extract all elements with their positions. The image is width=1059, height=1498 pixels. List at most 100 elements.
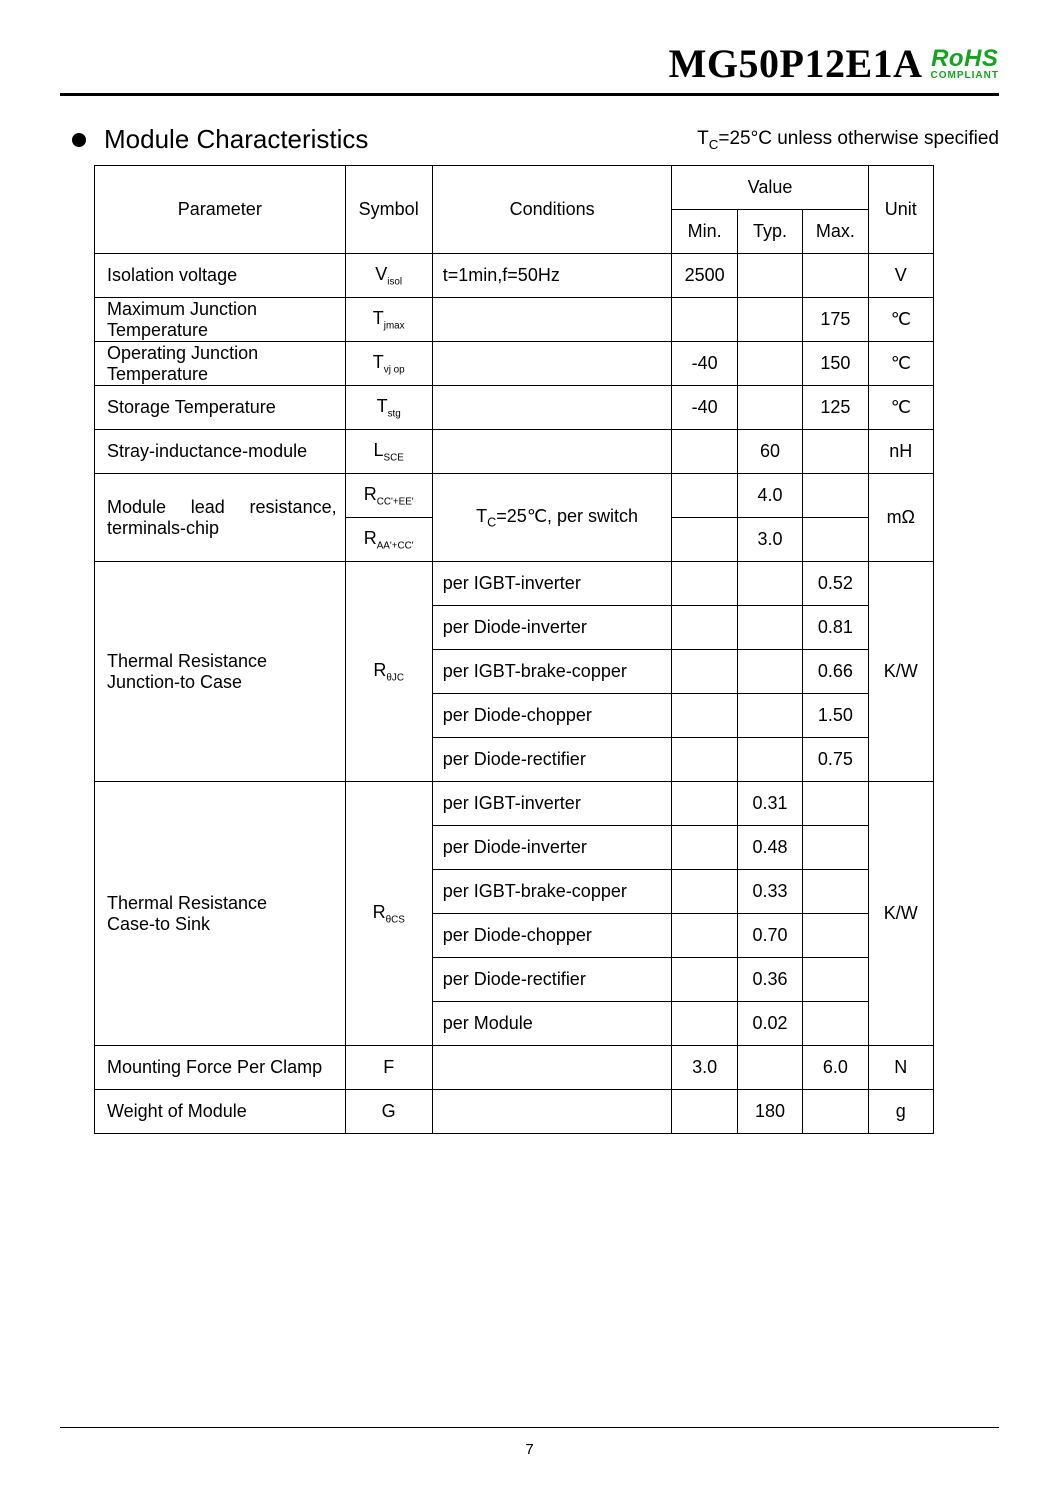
col-conditions: Conditions [432,166,672,254]
rohs-badge: RoHS COMPLIANT [931,47,999,81]
table-row: Storage Temperature Tstg -40 125 ℃ [95,386,934,430]
bullet-icon [72,133,86,147]
symbol-cell: F [345,1046,432,1090]
min-cell [672,298,737,342]
header-rule [60,93,999,96]
tc-note-prefix: T [697,128,709,149]
max-cell [803,826,868,870]
param-cell: Thermal Resistance Case-to Sink [95,782,346,1046]
unit-cell: ℃ [868,342,933,386]
module-lead-line2: terminals-chip [107,518,337,539]
typ-cell [737,254,802,298]
min-cell [672,474,737,518]
section-title: Module Characteristics [104,124,368,155]
typ-cell: 0.70 [737,914,802,958]
col-symbol: Symbol [345,166,432,254]
table-row: Thermal Resistance Case-to Sink RθCS per… [95,782,934,826]
unit-cell: N [868,1046,933,1090]
unit-cell: mΩ [868,474,933,562]
min-cell: -40 [672,342,737,386]
max-cell: 0.66 [803,650,868,694]
max-cell [803,518,868,562]
table-row: Operating Junction Temperature Tvj op -4… [95,342,934,386]
part-number: MG50P12E1A [669,40,923,87]
min-cell [672,694,737,738]
typ-cell [737,386,802,430]
max-cell [803,1090,868,1134]
cond-cell: per Module [432,1002,672,1046]
param-cell: Operating Junction Temperature [95,342,346,386]
max-cell: 0.81 [803,606,868,650]
typ-cell [737,342,802,386]
symbol-cell: Tvj op [345,342,432,386]
typ-cell [737,694,802,738]
tc-note-rest: =25°C unless otherwise specified [718,128,999,149]
max-cell [803,870,868,914]
unit-cell: nH [868,430,933,474]
col-parameter: Parameter [95,166,346,254]
min-cell [672,738,737,782]
param-cell: Mounting Force Per Clamp [95,1046,346,1090]
min-cell [672,914,737,958]
spec-table: Parameter Symbol Conditions Value Unit M… [94,165,934,1134]
typ-cell: 0.31 [737,782,802,826]
max-cell [803,1002,868,1046]
max-cell: 125 [803,386,868,430]
cond-cell: per Diode-chopper [432,694,672,738]
symbol-cell: RθCS [345,782,432,1046]
cond-cell [432,1046,672,1090]
page-number: 7 [0,1441,1059,1458]
typ-cell [737,1046,802,1090]
min-cell [672,518,737,562]
rohs-top-text: RoHS [931,47,998,71]
cond-cell: per Diode-inverter [432,826,672,870]
min-cell [672,562,737,606]
max-cell [803,254,868,298]
typ-cell [737,738,802,782]
table-row: Module lead resistance, terminals-chip R… [95,474,934,518]
min-cell [672,430,737,474]
unit-cell: ℃ [868,298,933,342]
typ-cell: 180 [737,1090,802,1134]
param-cell: Module lead resistance, terminals-chip [95,474,346,562]
max-cell: 1.50 [803,694,868,738]
min-cell [672,650,737,694]
min-cell: 2500 [672,254,737,298]
rohs-bottom-text: COMPLIANT [931,71,999,81]
unit-cell: V [868,254,933,298]
max-cell: 150 [803,342,868,386]
typ-cell: 0.02 [737,1002,802,1046]
typ-cell [737,606,802,650]
max-cell: 6.0 [803,1046,868,1090]
tc-note: TC=25°C unless otherwise specified [697,128,999,152]
max-cell: 175 [803,298,868,342]
table-row: Isolation voltage Visol t=1min,f=50Hz 25… [95,254,934,298]
symbol-cell: RCC'+EE' [345,474,432,518]
min-cell: -40 [672,386,737,430]
cond-cell: per Diode-rectifier [432,958,672,1002]
cond-cell [432,342,672,386]
max-cell [803,474,868,518]
table-row: Weight of Module G 180 g [95,1090,934,1134]
symbol-cell: LSCE [345,430,432,474]
typ-cell: 0.33 [737,870,802,914]
cond-cell: per IGBT-inverter [432,562,672,606]
symbol-cell: Tjmax [345,298,432,342]
typ-cell [737,650,802,694]
symbol-cell: RθJC [345,562,432,782]
cond-cell: per IGBT-brake-copper [432,650,672,694]
cond-cell: TC=25℃, per switch [432,474,672,562]
typ-cell: 0.36 [737,958,802,1002]
typ-cell [737,562,802,606]
unit-cell: K/W [868,782,933,1046]
max-cell [803,430,868,474]
section-row: Module Characteristics TC=25°C unless ot… [72,124,999,155]
typ-cell: 0.48 [737,826,802,870]
symbol-cell: RAA'+CC' [345,518,432,562]
col-min: Min. [672,210,737,254]
typ-cell: 4.0 [737,474,802,518]
min-cell [672,958,737,1002]
param-cell: Isolation voltage [95,254,346,298]
min-cell [672,606,737,650]
cond-cell: per Diode-inverter [432,606,672,650]
